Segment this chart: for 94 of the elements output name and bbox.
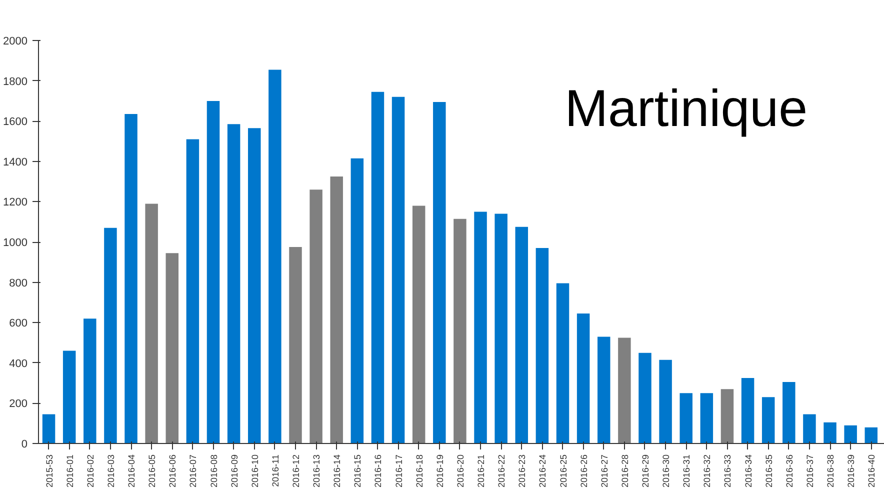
x-tick-label: 2016-24 [538,454,548,488]
x-tick-label: 2016-23 [517,454,528,488]
bar [124,114,138,444]
bar [310,190,322,444]
bar [741,378,754,444]
bar [412,206,426,444]
x-tick-label: 2016-19 [434,454,445,488]
x-tick-label: 2016-18 [414,454,424,488]
bar [433,102,446,444]
x-tick-label: 2016-21 [476,454,486,488]
x-tick-label: 2016-16 [373,454,384,488]
bar [145,204,158,444]
bar [680,393,692,444]
bar [844,425,857,444]
x-tick-label: 2016-22 [496,454,507,488]
x-tick-label: 2016-11 [270,454,280,487]
bar [659,360,672,444]
bar [556,283,570,444]
bar [824,422,836,444]
y-tick-label: 600 [9,318,28,330]
x-tick-label: 2015-53 [44,454,54,488]
y-tick-label: 800 [9,277,28,290]
x-tick-label: 2016-30 [661,454,672,488]
x-tick-label: 2016-01 [64,454,75,488]
x-tick-label: 2016-29 [640,454,650,488]
bar [42,414,56,444]
y-tick-label: 1200 [3,196,28,209]
x-tick-label: 2016-02 [85,454,96,488]
bar [618,338,631,444]
bar [515,226,528,444]
x-tick-label: 2016-05 [147,454,158,488]
x-tick-label: 2016-10 [250,454,260,488]
y-tick-label: 400 [9,358,28,370]
bar [350,158,364,444]
x-tick-label: 2016-20 [455,454,466,488]
bar [330,176,343,444]
x-tick-label: 2016-03 [106,454,116,488]
x-tick-label: 2016-13 [312,454,322,488]
y-tick-label: 0 [21,438,28,450]
bar [638,352,652,444]
x-tick-label: 2016-35 [764,454,774,488]
x-tick-label: 2016-15 [352,454,363,488]
x-tick-label: 2016-17 [394,454,404,488]
bar [227,124,240,444]
x-tick-label: 2016-37 [804,454,815,488]
y-tick-label: 200 [9,398,28,410]
bar [268,70,282,444]
bar [864,427,878,444]
y-tick-label: 2000 [3,36,28,48]
bar [597,336,610,444]
bar [206,100,220,444]
bar [803,414,816,444]
x-tick-label: 2016-40 [866,454,877,488]
bar [371,92,384,444]
bar [454,218,466,444]
bar [576,314,590,444]
x-tick-label: 2016-28 [620,454,630,488]
bar [62,350,76,444]
x-tick-label: 2016-36 [784,454,794,488]
bar [104,228,117,444]
bar [392,96,405,444]
x-tick-label: 2016-04 [126,454,137,488]
x-tick-label: 2016-09 [229,454,240,488]
x-tick-label: 2016-34 [743,454,754,488]
x-tick-label: 2016-06 [168,454,178,488]
x-tick-label: 2016-33 [722,454,733,488]
x-tick-label: 2016-26 [578,454,589,488]
bar [494,214,508,444]
x-tick-label: 2016-39 [846,454,856,488]
bar [720,389,734,444]
x-tick-label: 2016-12 [290,454,301,488]
x-tick-label: 2016-07 [188,454,198,488]
bar [186,139,200,444]
x-tick-label: 2016-31 [682,454,692,488]
x-tick-label: 2016-32 [702,454,712,488]
bar [289,247,302,444]
y-tick-label: 1600 [3,116,28,128]
y-tick-label: 1000 [3,237,28,249]
text: Martinique [564,80,808,138]
x-tick-label: 2016-14 [332,454,342,488]
bar [782,382,796,444]
bar [536,248,549,444]
bar [84,318,96,444]
x-tick-label: 2016-27 [599,454,610,488]
bar [762,397,775,444]
bar [700,393,714,444]
y-tick-label: 1400 [3,156,28,168]
bar [166,253,179,444]
y-tick-label: 1800 [3,76,28,88]
bar [474,212,487,444]
bar [248,128,261,444]
x-tick-label: 2016-38 [826,454,836,488]
x-tick-label: 2016-25 [558,454,568,488]
x-tick-label: 2016-08 [208,454,219,488]
